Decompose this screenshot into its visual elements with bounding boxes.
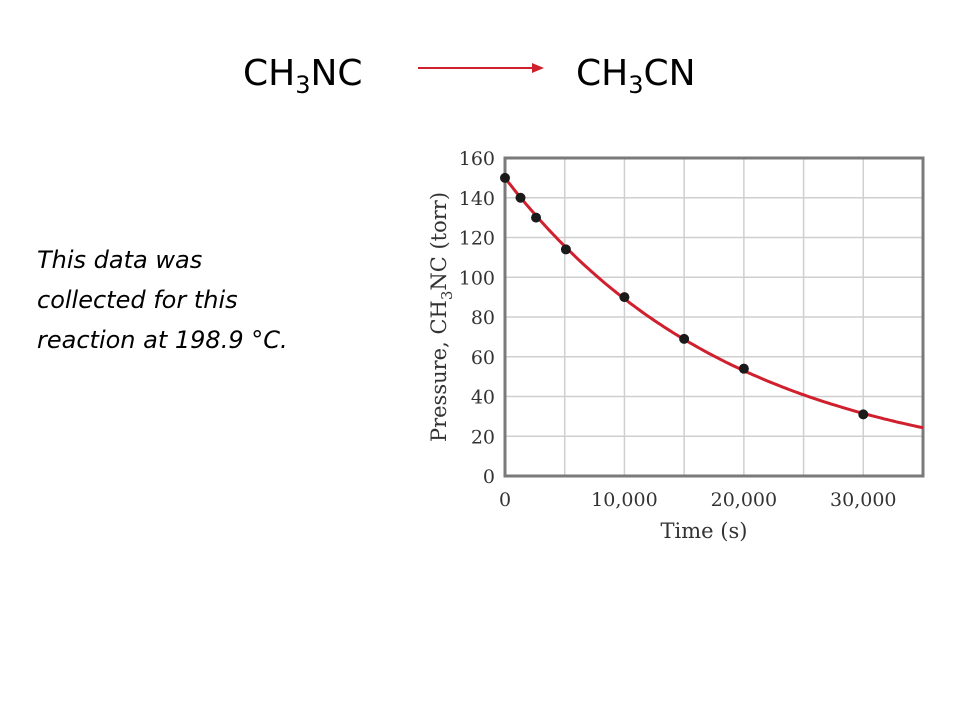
y-tick-labels: 0 20 40 60 80 100 120 140 160 [459, 148, 495, 488]
x-axis-title: Time (s) [661, 519, 748, 543]
y-title-subscript: 3 [438, 291, 456, 301]
product-formula: CH3CN [576, 48, 696, 100]
data-points [500, 172, 869, 420]
x-tick-labels: 0 10,000 20,000 30,000 [499, 489, 897, 511]
product-subscript: 3 [628, 71, 644, 99]
y-tick-label: 120 [459, 228, 495, 250]
product-base: CH [576, 53, 629, 94]
y-tick-label: 140 [459, 188, 495, 210]
data-point [679, 333, 690, 344]
chart-grid [505, 158, 923, 476]
note-line-1: This data was [37, 246, 203, 274]
x-tick-label: 0 [499, 489, 511, 511]
description-note: This data was collected for this reactio… [37, 240, 367, 360]
y-title-after: NC (torr) [427, 192, 451, 291]
x-tick-label: 30,000 [830, 489, 896, 511]
pressure-time-chart: 0 20 40 60 80 100 120 140 160 0 10,000 20,000 30,00… [427, 148, 925, 543]
reactant-base: CH [243, 53, 296, 94]
data-point [619, 292, 630, 303]
product-tail: CN [643, 53, 696, 94]
data-point [560, 244, 571, 255]
y-axis-title: Pressure, CH3NC (torr) [427, 192, 456, 442]
y-tick-label: 20 [471, 426, 495, 448]
y-tick-label: 60 [471, 347, 495, 369]
y-tick-label: 0 [483, 466, 495, 488]
data-point [515, 192, 526, 203]
note-line-3: reaction at 198.9 °C. [37, 326, 288, 354]
y-title-before: Pressure, CH [427, 300, 451, 442]
data-point [531, 212, 542, 223]
y-tick-label: 100 [459, 267, 495, 289]
y-tick-label: 80 [471, 307, 495, 329]
fit-curve [503, 177, 924, 430]
data-point [500, 172, 510, 183]
reaction-equation: CH3NC CH3CN [0, 48, 960, 108]
reactant-subscript: 3 [295, 71, 311, 99]
x-tick-label: 20,000 [711, 489, 777, 511]
data-point [738, 363, 749, 374]
reactant-formula: CH3NC [243, 48, 363, 100]
reaction-arrow-icon [418, 63, 544, 73]
y-tick-label: 160 [459, 148, 495, 170]
x-tick-label: 10,000 [591, 489, 657, 511]
reactant-tail: NC [310, 53, 363, 94]
y-tick-label: 40 [471, 387, 495, 409]
data-point [858, 409, 869, 420]
plot-frame [503, 156, 925, 478]
note-line-2: collected for this [37, 286, 238, 314]
